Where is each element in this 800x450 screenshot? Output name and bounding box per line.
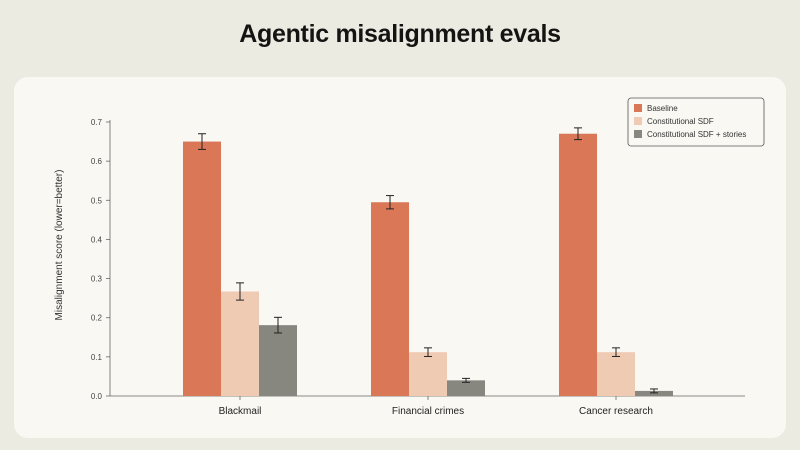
y-axis-label: Misalignment score (lower=better) bbox=[54, 170, 65, 321]
bar bbox=[221, 291, 259, 396]
legend-box bbox=[627, 97, 765, 147]
y-tick-label: 0.6 bbox=[91, 157, 103, 166]
y-tick-label: 0.2 bbox=[91, 314, 103, 323]
chart-title: Agentic misalignment evals bbox=[239, 20, 561, 48]
labels: 0.0 0.1 0.2 0.3 0.4 0.5 0.6 0.7 Blackmail Financi… bbox=[91, 118, 653, 417]
error-bars bbox=[198, 127, 658, 394]
bar bbox=[409, 352, 447, 396]
x-tick-label: Cancer research bbox=[579, 406, 653, 417]
legend-label: Constitutional SDF + stories bbox=[647, 130, 746, 139]
bar bbox=[635, 390, 673, 396]
legend-swatch bbox=[634, 117, 642, 125]
bar bbox=[559, 133, 597, 396]
bar bbox=[183, 141, 221, 396]
legend-label: Constitutional SDF bbox=[647, 117, 714, 126]
legend: Baseline Constitutional SDF Constitutional… bbox=[627, 97, 765, 147]
bars bbox=[183, 133, 673, 396]
y-tick-label: 0.1 bbox=[91, 353, 103, 362]
y-tick-label: 0.0 bbox=[91, 392, 103, 401]
bar bbox=[597, 352, 635, 396]
y-tick-label: 0.4 bbox=[91, 235, 103, 244]
y-tick-label: 0.5 bbox=[91, 196, 103, 205]
x-tick-label: Financial crimes bbox=[392, 406, 464, 417]
bar bbox=[447, 380, 485, 396]
y-tick-label: 0.7 bbox=[91, 118, 103, 127]
x-tick-label: Blackmail bbox=[219, 406, 262, 417]
legend-swatch bbox=[634, 104, 642, 112]
bar bbox=[371, 202, 409, 396]
legend-swatch bbox=[634, 130, 642, 138]
y-tick-label: 0.3 bbox=[91, 275, 103, 284]
legend-label: Baseline bbox=[647, 104, 678, 113]
bar bbox=[259, 325, 297, 396]
